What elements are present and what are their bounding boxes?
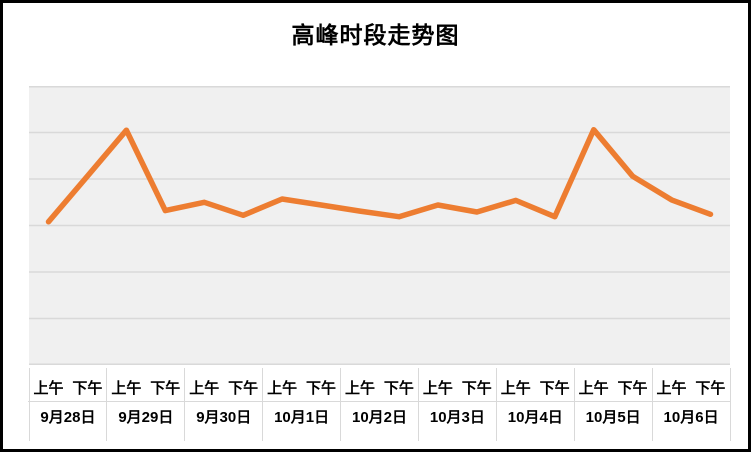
group-separator (106, 368, 108, 441)
date-label: 9月30日 (196, 409, 252, 426)
date-label: 10月1日 (274, 409, 330, 426)
period-label: 上午 (33, 380, 64, 397)
date-label: 9月28日 (40, 409, 96, 426)
group-separator (262, 368, 264, 441)
period-label: 上午 (656, 380, 687, 397)
period-label: 下午 (150, 380, 181, 397)
period-label: 上午 (189, 380, 220, 397)
x-axis-date-labels: 9月28日 9月29日 9月30日 10月1日 10月2日 10月3日 10月4日 10月5日… (29, 406, 730, 430)
date-label: 10月3日 (429, 409, 485, 426)
group-separator (340, 368, 342, 441)
group-separator (417, 368, 419, 441)
chart-title: 高峰时段走势图 (291, 22, 460, 48)
group-separator (28, 368, 30, 441)
trend-line (45, 126, 714, 225)
x-axis-level-divider (28, 401, 731, 402)
group-separator (729, 368, 731, 441)
period-label: 下午 (461, 380, 492, 397)
period-label: 下午 (306, 380, 337, 397)
date-label: 10月2日 (351, 409, 408, 426)
group-separator (573, 368, 575, 441)
period-label: 下午 (617, 380, 648, 397)
group-separator (184, 368, 186, 441)
group-separator (651, 368, 653, 441)
period-label: 上午 (422, 380, 453, 397)
period-label: 下午 (539, 380, 570, 397)
date-label: 10月5日 (585, 409, 641, 426)
date-label: 10月4日 (507, 409, 563, 426)
period-label: 上午 (500, 380, 531, 397)
period-label: 下午 (383, 380, 414, 397)
period-label: 上午 (344, 380, 375, 397)
group-separator (495, 368, 497, 441)
date-label: 10月6日 (663, 409, 719, 426)
period-label: 下午 (695, 380, 726, 397)
period-label: 上午 (578, 380, 609, 397)
period-label: 上午 (267, 380, 298, 397)
x-axis-period-labels: 上午 下午 上午 下午 上午 下午 上午 下午 上午 下午 上午 下午 上午 下午 上午 下午 上午 下午 (29, 377, 730, 401)
plot-area (29, 86, 730, 365)
period-label: 下午 (228, 380, 259, 397)
date-label: 9月29日 (118, 409, 174, 426)
period-label: 上午 (111, 380, 142, 397)
period-label: 下午 (72, 380, 103, 397)
